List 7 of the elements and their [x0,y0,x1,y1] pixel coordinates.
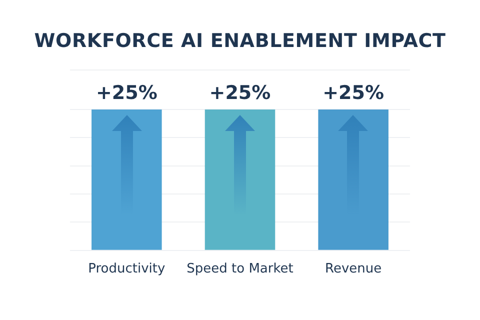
x-tick-label: Revenue [325,262,382,277]
x-tick-label: Productivity [88,262,166,277]
data-label: +25% [209,82,271,104]
data-label: +25% [96,82,158,104]
data-label: +25% [322,82,384,104]
chart-title: WORKFORCE AI ENABLEMENT IMPACT [33,30,447,52]
x-tick-label: Speed to Market [186,262,294,277]
